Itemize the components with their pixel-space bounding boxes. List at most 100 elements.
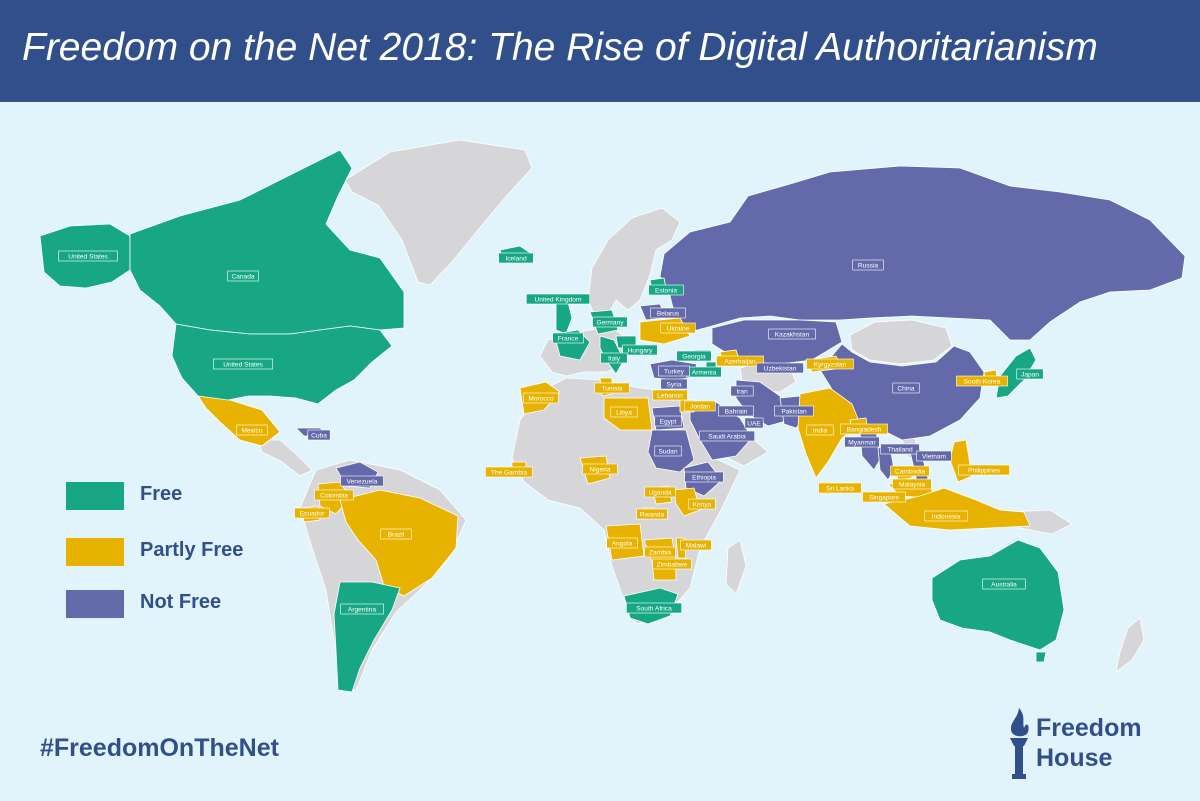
country-label-south-korea: South Korea (956, 375, 1008, 387)
country-label-box (340, 603, 384, 615)
country-label-box (852, 259, 884, 271)
madagascar-shape (725, 539, 747, 595)
country-label-box (806, 424, 834, 436)
country-label-vietnam: Vietnam (916, 450, 952, 462)
country-label-box (880, 443, 920, 455)
country-label-armenia: Armenia (686, 366, 722, 378)
country-label-kyrgyzstan: Kyrgyzstan (806, 358, 854, 370)
torch-icon (1010, 708, 1029, 779)
country-label-box (890, 465, 930, 477)
country-label-text: Rwanda (640, 512, 665, 519)
country-label-text: Zimbabwe (657, 562, 688, 569)
country-label-text: Colombia (320, 493, 348, 500)
country-label-united-states: United States (58, 250, 118, 262)
country-label-box (498, 252, 534, 264)
country-label-box (676, 350, 712, 362)
country-label-text: Italy (608, 356, 621, 363)
country-label-box (658, 365, 690, 377)
country-label-text: Japan (1021, 372, 1039, 379)
country-label-box (626, 602, 682, 614)
country-label-singapore: Singapore (862, 491, 906, 503)
logo-line-1: Freedom (1036, 714, 1142, 742)
country-label-box (307, 429, 331, 441)
country-label-box (774, 405, 814, 417)
country-label-box (236, 424, 268, 436)
country-label-box (818, 482, 862, 494)
canada-shape (129, 149, 405, 335)
country-label-malawi: Malawi (680, 539, 712, 551)
country-label-saudi-arabia: Saudi Arabia (699, 430, 755, 442)
country-label-germany: Germany (592, 316, 628, 328)
country-label-box (660, 378, 688, 390)
country-label-text: Tunisia (601, 386, 622, 393)
country-label-text: Thailand (887, 447, 913, 454)
country-label-text: Germany (596, 320, 624, 327)
country-label-italy: Italy (600, 352, 628, 364)
legend-swatch-free (66, 482, 124, 510)
country-label-myanmar: Myanmar (844, 436, 880, 448)
central-america-shape (257, 439, 313, 477)
country-label-text: South Africa (636, 606, 672, 613)
country-label-box (660, 322, 696, 334)
country-label-uganda: Uganda (644, 486, 676, 498)
country-label-text: Australia (991, 582, 1017, 589)
legend-label-partly-free: Partly Free (140, 539, 244, 561)
country-label-colombia: Colombia (314, 489, 354, 501)
country-label-text: Canada (231, 274, 254, 281)
country-label-lebanon: Lebanon (652, 389, 688, 401)
country-label-text: Myanmar (848, 440, 876, 447)
hashtag: #FreedomOnTheNet (40, 734, 279, 762)
country-label-mexico: Mexico (236, 424, 268, 436)
country-label-text: Hungary (628, 348, 654, 355)
country-label-south-africa: South Africa (626, 602, 682, 614)
tasmania-shape (1035, 651, 1047, 663)
country-label-box (982, 578, 1026, 590)
country-label-thailand: Thailand (880, 443, 920, 455)
country-label-nigeria: Nigeria (582, 463, 618, 475)
country-label-text: Kenya (693, 502, 712, 509)
country-label-venezuela: Venezuela (340, 475, 384, 487)
country-label-text: Iceland (505, 256, 527, 263)
country-label-box (744, 417, 764, 429)
country-label-box (213, 358, 273, 370)
country-label-kenya: Kenya (688, 498, 716, 510)
country-label-iran: Iran (730, 385, 754, 397)
country-label-iceland: Iceland (498, 252, 534, 264)
country-label-united-states: United States (213, 358, 273, 370)
country-label-text: Egypt (660, 419, 677, 426)
country-label-text: Pakistan (781, 409, 807, 416)
country-label-text: Uganda (648, 490, 671, 497)
country-label-box (688, 498, 716, 510)
new-zealand-shape (1115, 617, 1145, 673)
country-label-box (916, 450, 952, 462)
country-label-text: Brazil (388, 532, 405, 539)
country-label-uae: UAE (744, 417, 764, 429)
world-map: United States Canada United States Mexico Cu… (39, 139, 1186, 693)
country-label-bahrain: Bahrain (718, 405, 754, 417)
country-label-text: Belarus (657, 311, 680, 318)
country-label-text: Syria (666, 382, 681, 389)
indonesia-shape (883, 487, 1031, 531)
country-label-bangladesh: Bangladesh (840, 423, 888, 435)
country-label-text: Kazakhstan (775, 332, 810, 339)
legend-swatch-partly-free (66, 538, 124, 566)
country-label-text: Iran (736, 389, 748, 396)
country-label-sri-lanka: Sri Lanka (818, 482, 862, 494)
country-label-text: Angola (612, 541, 633, 548)
country-label-argentina: Argentina (340, 603, 384, 615)
country-label-text: UAE (747, 421, 761, 428)
country-label-text: Estonia (655, 288, 677, 295)
country-label-text: Malawi (686, 543, 707, 550)
country-label-zimbabwe: Zimbabwe (652, 558, 692, 570)
country-label-text: Singapore (869, 495, 899, 502)
country-label-box (806, 358, 854, 370)
country-label-text: Cambodia (895, 469, 925, 476)
country-labels: United States Canada United States Mexico Cu… (58, 250, 1044, 615)
country-label-box (892, 382, 920, 394)
country-label-pakistan: Pakistan (774, 405, 814, 417)
country-label-box (652, 558, 692, 570)
country-label-rwanda: Rwanda (636, 508, 668, 520)
country-label-georgia: Georgia (676, 350, 712, 362)
country-label-text: United States (68, 254, 108, 261)
country-label-united-kingdom: United Kingdom (525, 293, 590, 305)
